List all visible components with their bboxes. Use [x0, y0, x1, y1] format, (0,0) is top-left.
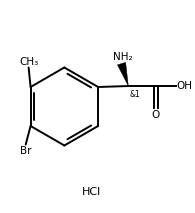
Text: O: O [152, 110, 160, 120]
Text: Br: Br [20, 146, 31, 156]
Text: NH₂: NH₂ [113, 52, 132, 62]
Text: HCl: HCl [82, 187, 101, 197]
Polygon shape [117, 62, 128, 86]
Text: OH: OH [177, 81, 193, 91]
Text: &1: &1 [130, 90, 141, 99]
Text: CH₃: CH₃ [19, 56, 38, 66]
